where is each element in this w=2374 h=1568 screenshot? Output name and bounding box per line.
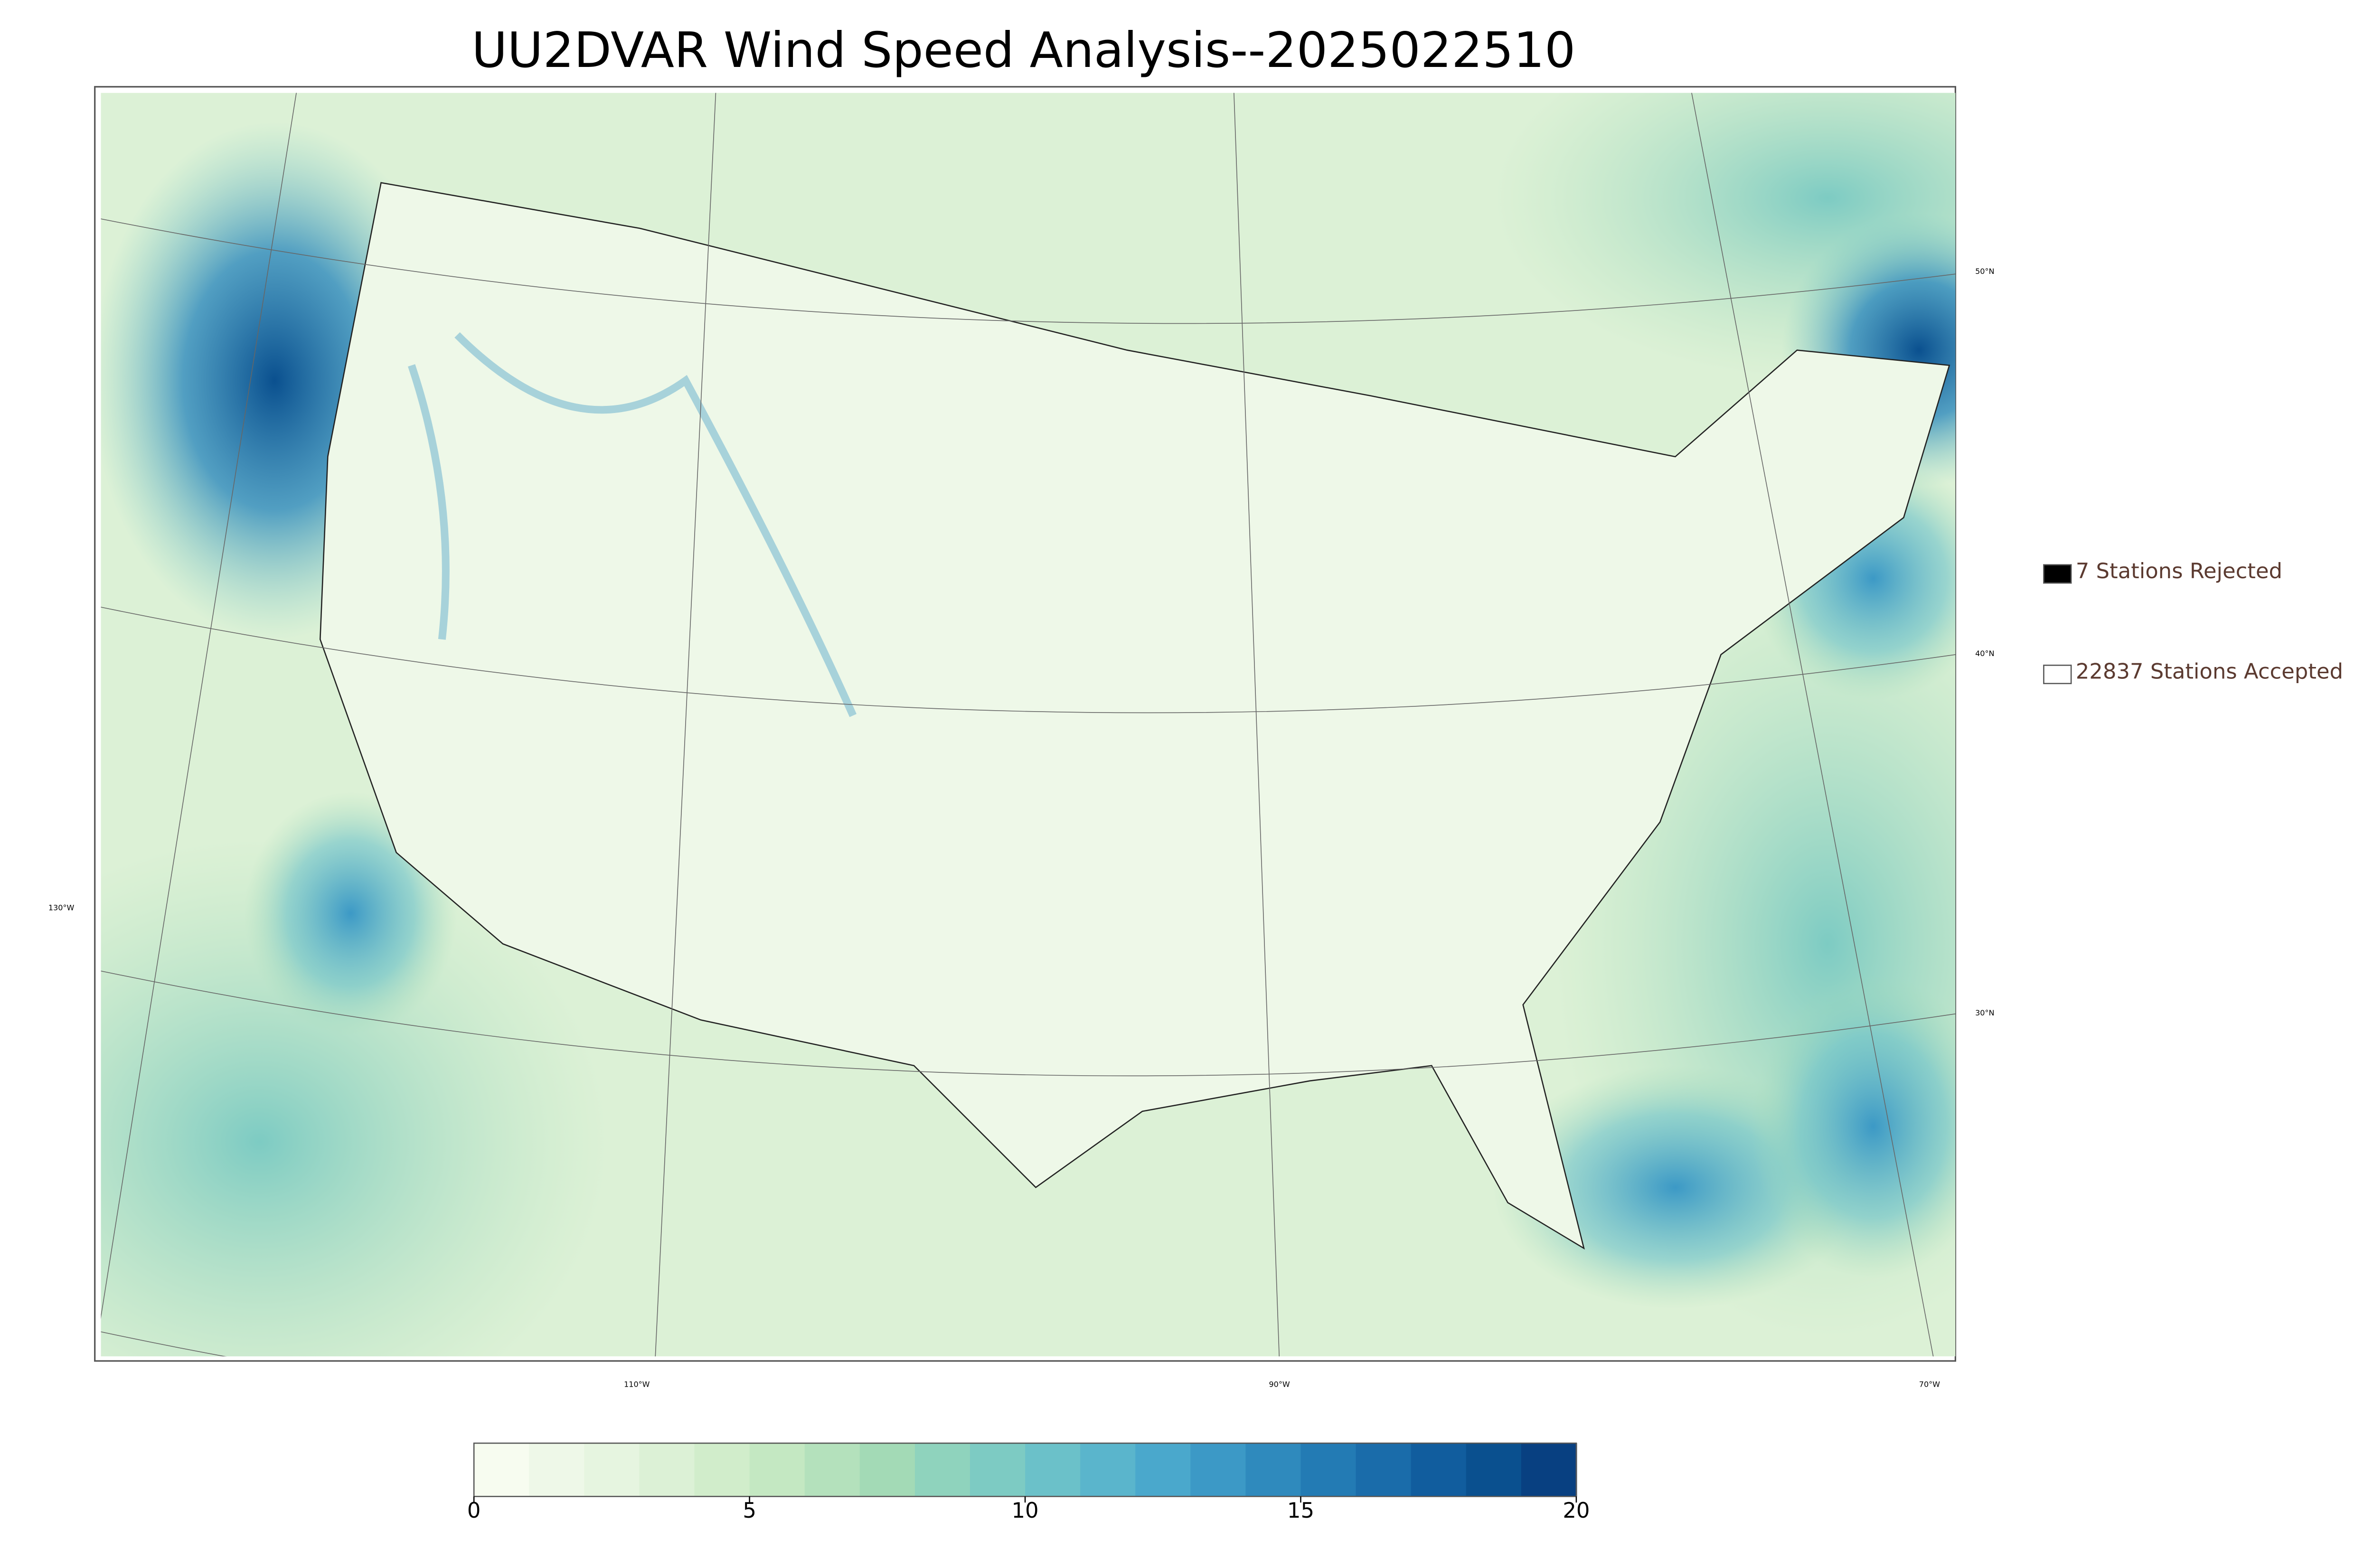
colorbar-tick-label: 15 (1287, 1498, 1314, 1523)
lat-label: 40°N (1975, 649, 1994, 658)
land-outline (320, 182, 1950, 1250)
lon-label: 70°W (1919, 1380, 1940, 1389)
colorbar-step (1521, 1443, 1577, 1497)
colorbar-tick-label: 10 (1011, 1498, 1038, 1523)
colorbar-step (584, 1443, 641, 1497)
colorbar-step (1025, 1443, 1081, 1497)
colorbar-step (1190, 1443, 1246, 1497)
map-title: UU2DVAR Wind Speed Analysis--2025022510 (471, 22, 1575, 79)
colorbar-step (474, 1443, 530, 1497)
legend: 7 Stations Rejected 22837 Stations Accept… (2043, 558, 2343, 685)
map-field (101, 93, 1956, 1357)
colorbar-tick-label: 0 (467, 1498, 481, 1523)
lat-label: 50°N (1975, 267, 1994, 276)
colorbar-step (1356, 1443, 1412, 1497)
lat-label: 30°N (1975, 1008, 1994, 1017)
colorbar-step (639, 1443, 696, 1497)
colorbar-step (914, 1443, 971, 1497)
colorbar-step (1466, 1443, 1522, 1497)
colorbar-step (804, 1443, 861, 1497)
graticule-labels: 50°N 40°N 30°N 130°W 110°W 90°W 70°W (48, 267, 1995, 1389)
colorbar-step (1080, 1443, 1136, 1497)
lon-label: 110°W (624, 1380, 650, 1389)
colorbar-step (1300, 1443, 1357, 1497)
colorbar-step (694, 1443, 751, 1497)
colorbar-step (1245, 1443, 1302, 1497)
colorbar-step (1135, 1443, 1191, 1497)
colorbar-step (1411, 1443, 1467, 1497)
legend-label: 22837 Stations Accepted (2076, 658, 2343, 684)
colorbar-step (970, 1443, 1026, 1497)
colorbar-step (749, 1443, 806, 1497)
colorbar-step (859, 1443, 916, 1497)
colorbar-step (529, 1443, 585, 1497)
legend-label: 7 Stations Rejected (2076, 558, 2282, 583)
lon-label: 90°W (1269, 1380, 1290, 1389)
colorbar-tick-label: 20 (1563, 1498, 1590, 1523)
colorbar: 0 5 10 15 20 (467, 1442, 1590, 1523)
lon-label: 130°W (48, 903, 75, 912)
legend-marker (2043, 564, 2072, 584)
colorbar-tick-label: 5 (743, 1498, 756, 1523)
legend-marker (2043, 665, 2072, 685)
